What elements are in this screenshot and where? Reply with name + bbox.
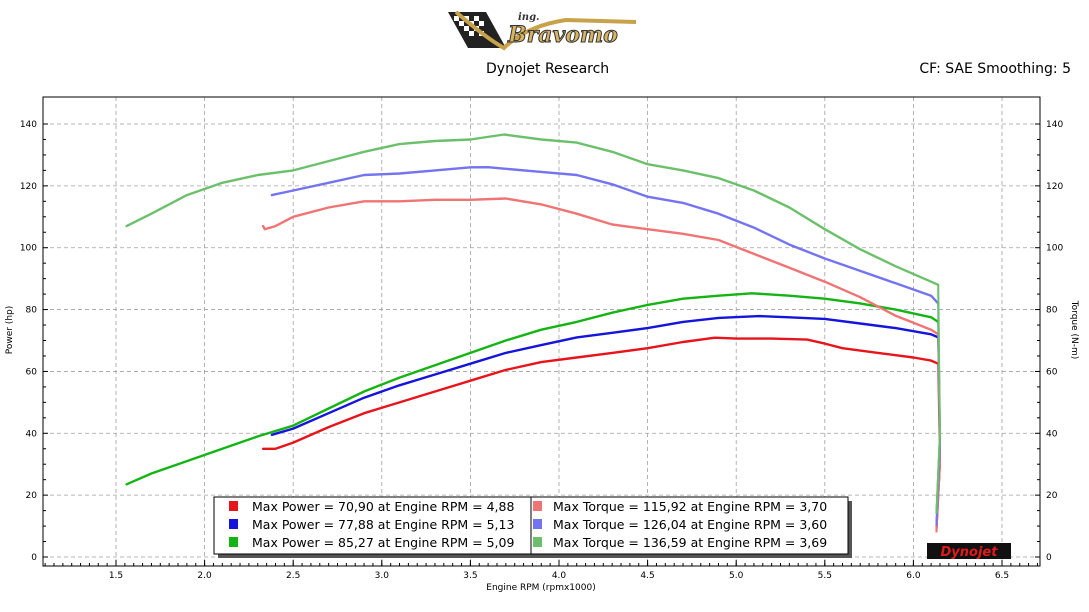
plot-frame bbox=[42, 96, 1041, 567]
x-tick-label: 5.5 bbox=[818, 571, 832, 581]
y-tick-label: 40 bbox=[26, 429, 38, 439]
legend-swatch-power-1 bbox=[229, 501, 238, 511]
legend-entry-power-3: Max Power = 85,27 at Engine RPM = 5,09 bbox=[252, 535, 514, 550]
legend-entry-torque-3: Max Torque = 136,59 at Engine RPM = 3,69 bbox=[553, 535, 827, 550]
x-tick-label: 2.0 bbox=[197, 571, 212, 581]
power-curve-1 bbox=[261, 336, 940, 450]
legend-entry-torque-1: Max Torque = 115,92 at Engine RPM = 3,70 bbox=[553, 499, 827, 514]
y-tick-label: 60 bbox=[26, 367, 38, 377]
grid bbox=[43, 97, 1040, 566]
legend: Max Power = 70,90 at Engine RPM = 4,88 M… bbox=[213, 496, 852, 558]
x-tick-label: 6.5 bbox=[995, 571, 1009, 581]
power-curve-2 bbox=[270, 314, 940, 436]
x-tick-label: 3.5 bbox=[463, 571, 477, 581]
x-tick-label: 1.5 bbox=[109, 571, 123, 581]
correction-factor-label: CF: SAE Smoothing: 5 bbox=[919, 61, 1071, 77]
y-tick-label: 0 bbox=[31, 553, 37, 563]
x-tick-label: 4.5 bbox=[640, 571, 654, 581]
y-tick-label: 80 bbox=[26, 306, 38, 316]
legend-swatch-torque-1 bbox=[533, 501, 542, 511]
logo-wordmark: Bravomo bbox=[507, 22, 618, 48]
y2-tick-label: 120 bbox=[1046, 182, 1063, 192]
torque-curve-2 bbox=[270, 165, 940, 305]
y2-tick-label: 80 bbox=[1046, 306, 1058, 316]
legend-entry-power-2: Max Power = 77,88 at Engine RPM = 5,13 bbox=[252, 517, 514, 532]
y-tick-label: 140 bbox=[20, 120, 37, 130]
axis-ticks: 0 0 20 20 40 40 60 60 80 80 100 100 120 120 140 140 1.5 2… bbox=[20, 120, 1064, 581]
dynojet-wordmark: Dynojet bbox=[941, 545, 999, 560]
y-tick-label: 100 bbox=[20, 244, 37, 254]
x-tick-label: 4.0 bbox=[552, 571, 567, 581]
torque-curve-3 bbox=[125, 133, 940, 286]
x-tick-label: 6.0 bbox=[906, 571, 921, 581]
y2-tick-label: 20 bbox=[1046, 491, 1058, 501]
legend-swatch-power-2 bbox=[229, 519, 238, 529]
x-tick-label: 3.0 bbox=[375, 571, 390, 581]
legend-swatch-torque-3 bbox=[533, 537, 542, 547]
legend-swatch-power-3 bbox=[229, 537, 238, 547]
legend-entry-torque-2: Max Torque = 126,04 at Engine RPM = 3,60 bbox=[553, 517, 827, 532]
y2-tick-label: 100 bbox=[1046, 244, 1063, 254]
logo-prefix: ing. bbox=[518, 12, 540, 23]
legend-entry-power-1: Max Power = 70,90 at Engine RPM = 4,88 bbox=[252, 499, 514, 514]
x-tick-label: 2.5 bbox=[286, 571, 300, 581]
y-tick-label: 20 bbox=[26, 491, 38, 501]
y2-tick-label: 60 bbox=[1046, 367, 1058, 377]
y-tick-label: 120 bbox=[20, 182, 37, 192]
y2-axis-title: Torque (N-m) bbox=[1069, 300, 1079, 360]
y-axis-title: Power (hp) bbox=[5, 306, 15, 355]
torque-curve-1 bbox=[261, 197, 940, 336]
series-group bbox=[125, 133, 941, 533]
run-end-trace bbox=[935, 284, 941, 514]
dynojet-logo: Dynojet bbox=[927, 543, 1011, 560]
bravomo-logo: ing. Bravomo bbox=[448, 10, 637, 51]
header-subtitle: Dynojet Research bbox=[486, 61, 610, 77]
y2-tick-label: 140 bbox=[1046, 120, 1063, 130]
x-tick-label: 5.0 bbox=[729, 571, 744, 581]
y2-tick-label: 0 bbox=[1046, 553, 1052, 563]
x-axis-title: Engine RPM (rpmx1000) bbox=[486, 583, 595, 593]
power-curve-3 bbox=[125, 292, 940, 486]
legend-swatch-torque-2 bbox=[533, 519, 542, 529]
y2-tick-label: 40 bbox=[1046, 429, 1058, 439]
